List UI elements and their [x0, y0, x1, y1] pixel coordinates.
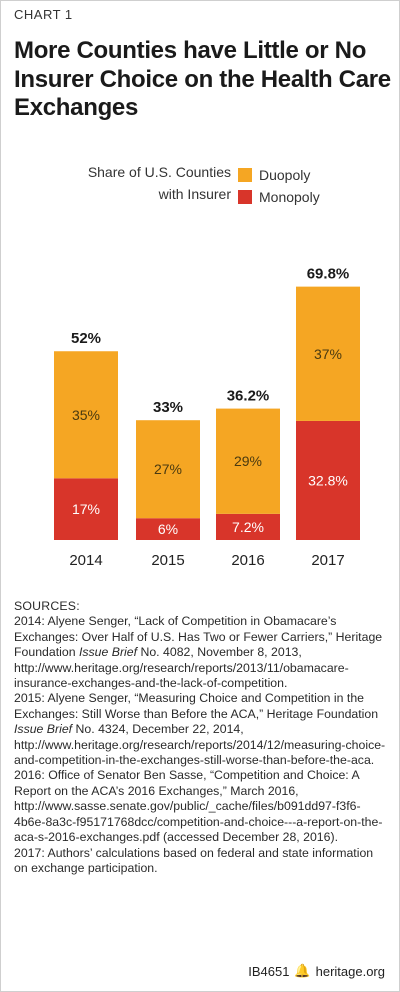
- legend-swatch-duopoly: [238, 168, 252, 182]
- source-line-2015: 2015: Alyene Senger, “Measuring Choice a…: [14, 691, 386, 768]
- legend: Duopoly Monopoly: [238, 164, 320, 208]
- footer-code: IB4651: [248, 963, 290, 979]
- legend-title: Share of U.S. Counties with Insurer: [61, 161, 231, 205]
- legend-item-monopoly: Monopoly: [238, 186, 320, 208]
- bar-duopoly-2017: [296, 286, 360, 421]
- footer: IB4651 🔔 heritage.org: [248, 963, 385, 979]
- data-label-monopoly-2017: 32.8%: [308, 472, 348, 488]
- x-tick-label-2016: 2016: [231, 552, 264, 569]
- source-line-2016: 2016: Office of Senator Ben Sasse, “Comp…: [14, 768, 383, 845]
- data-label-duopoly-2017: 37%: [314, 346, 342, 362]
- legend-label-duopoly: Duopoly: [259, 167, 311, 183]
- bar-duopoly-2016: [216, 408, 280, 514]
- data-label-duopoly-2016: 29%: [234, 453, 262, 469]
- legend-label-monopoly: Monopoly: [259, 189, 320, 205]
- bar-monopoly-2015: [136, 518, 200, 540]
- data-label-duopoly-2015: 27%: [154, 461, 182, 477]
- bar-duopoly-2015: [136, 420, 200, 519]
- liberty-bell-icon: 🔔: [294, 963, 311, 978]
- legend-swatch-monopoly: [238, 190, 252, 204]
- total-label-2014: 52%: [71, 330, 101, 347]
- sources-heading: SOURCES:: [14, 599, 80, 613]
- total-label-2017: 69.8%: [307, 266, 350, 283]
- footer-site: heritage.org: [315, 963, 385, 979]
- source-line-2014: 2014: Alyene Senger, “Lack of Competitio…: [14, 614, 386, 691]
- x-tick-label-2017: 2017: [311, 552, 344, 569]
- source-line-2017: 2017: Authors’ calculations based on fed…: [14, 845, 377, 875]
- chart-number-label: CHART 1: [14, 7, 73, 22]
- data-label-duopoly-2014: 35%: [72, 407, 100, 423]
- data-label-monopoly-2015: 6%: [158, 521, 178, 537]
- data-label-monopoly-2016: 7.2%: [232, 519, 264, 535]
- chart-title: More Counties have Little or No Insurer …: [14, 37, 391, 121]
- bar-monopoly-2014: [54, 478, 118, 540]
- bar-monopoly-2017: [296, 420, 360, 540]
- data-label-monopoly-2014: 17%: [72, 501, 100, 517]
- total-label-2016: 36.2%: [227, 388, 270, 405]
- stacked-bar-chart: 17% 35% 52% 2014 6% 27% 33% 2015 7.2% 29% 36.2% 201…: [54, 266, 360, 569]
- legend-item-duopoly: Duopoly: [238, 164, 320, 186]
- legend-title-line-1: Share of U.S. Counties: [87, 164, 231, 180]
- bar-monopoly-2016: [216, 513, 280, 540]
- bar-duopoly-2014: [54, 351, 118, 479]
- source-lines: 2014: Alyene Senger, “Lack of Competitio…: [14, 614, 389, 876]
- x-tick-label-2014: 2014: [69, 552, 102, 569]
- x-tick-label-2015: 2015: [151, 552, 184, 569]
- sources: SOURCES: 2014: Alyene Senger, “Lack of C…: [14, 599, 389, 876]
- legend-title-line-2: with Insurer: [158, 186, 231, 202]
- total-label-2015: 33%: [153, 399, 183, 416]
